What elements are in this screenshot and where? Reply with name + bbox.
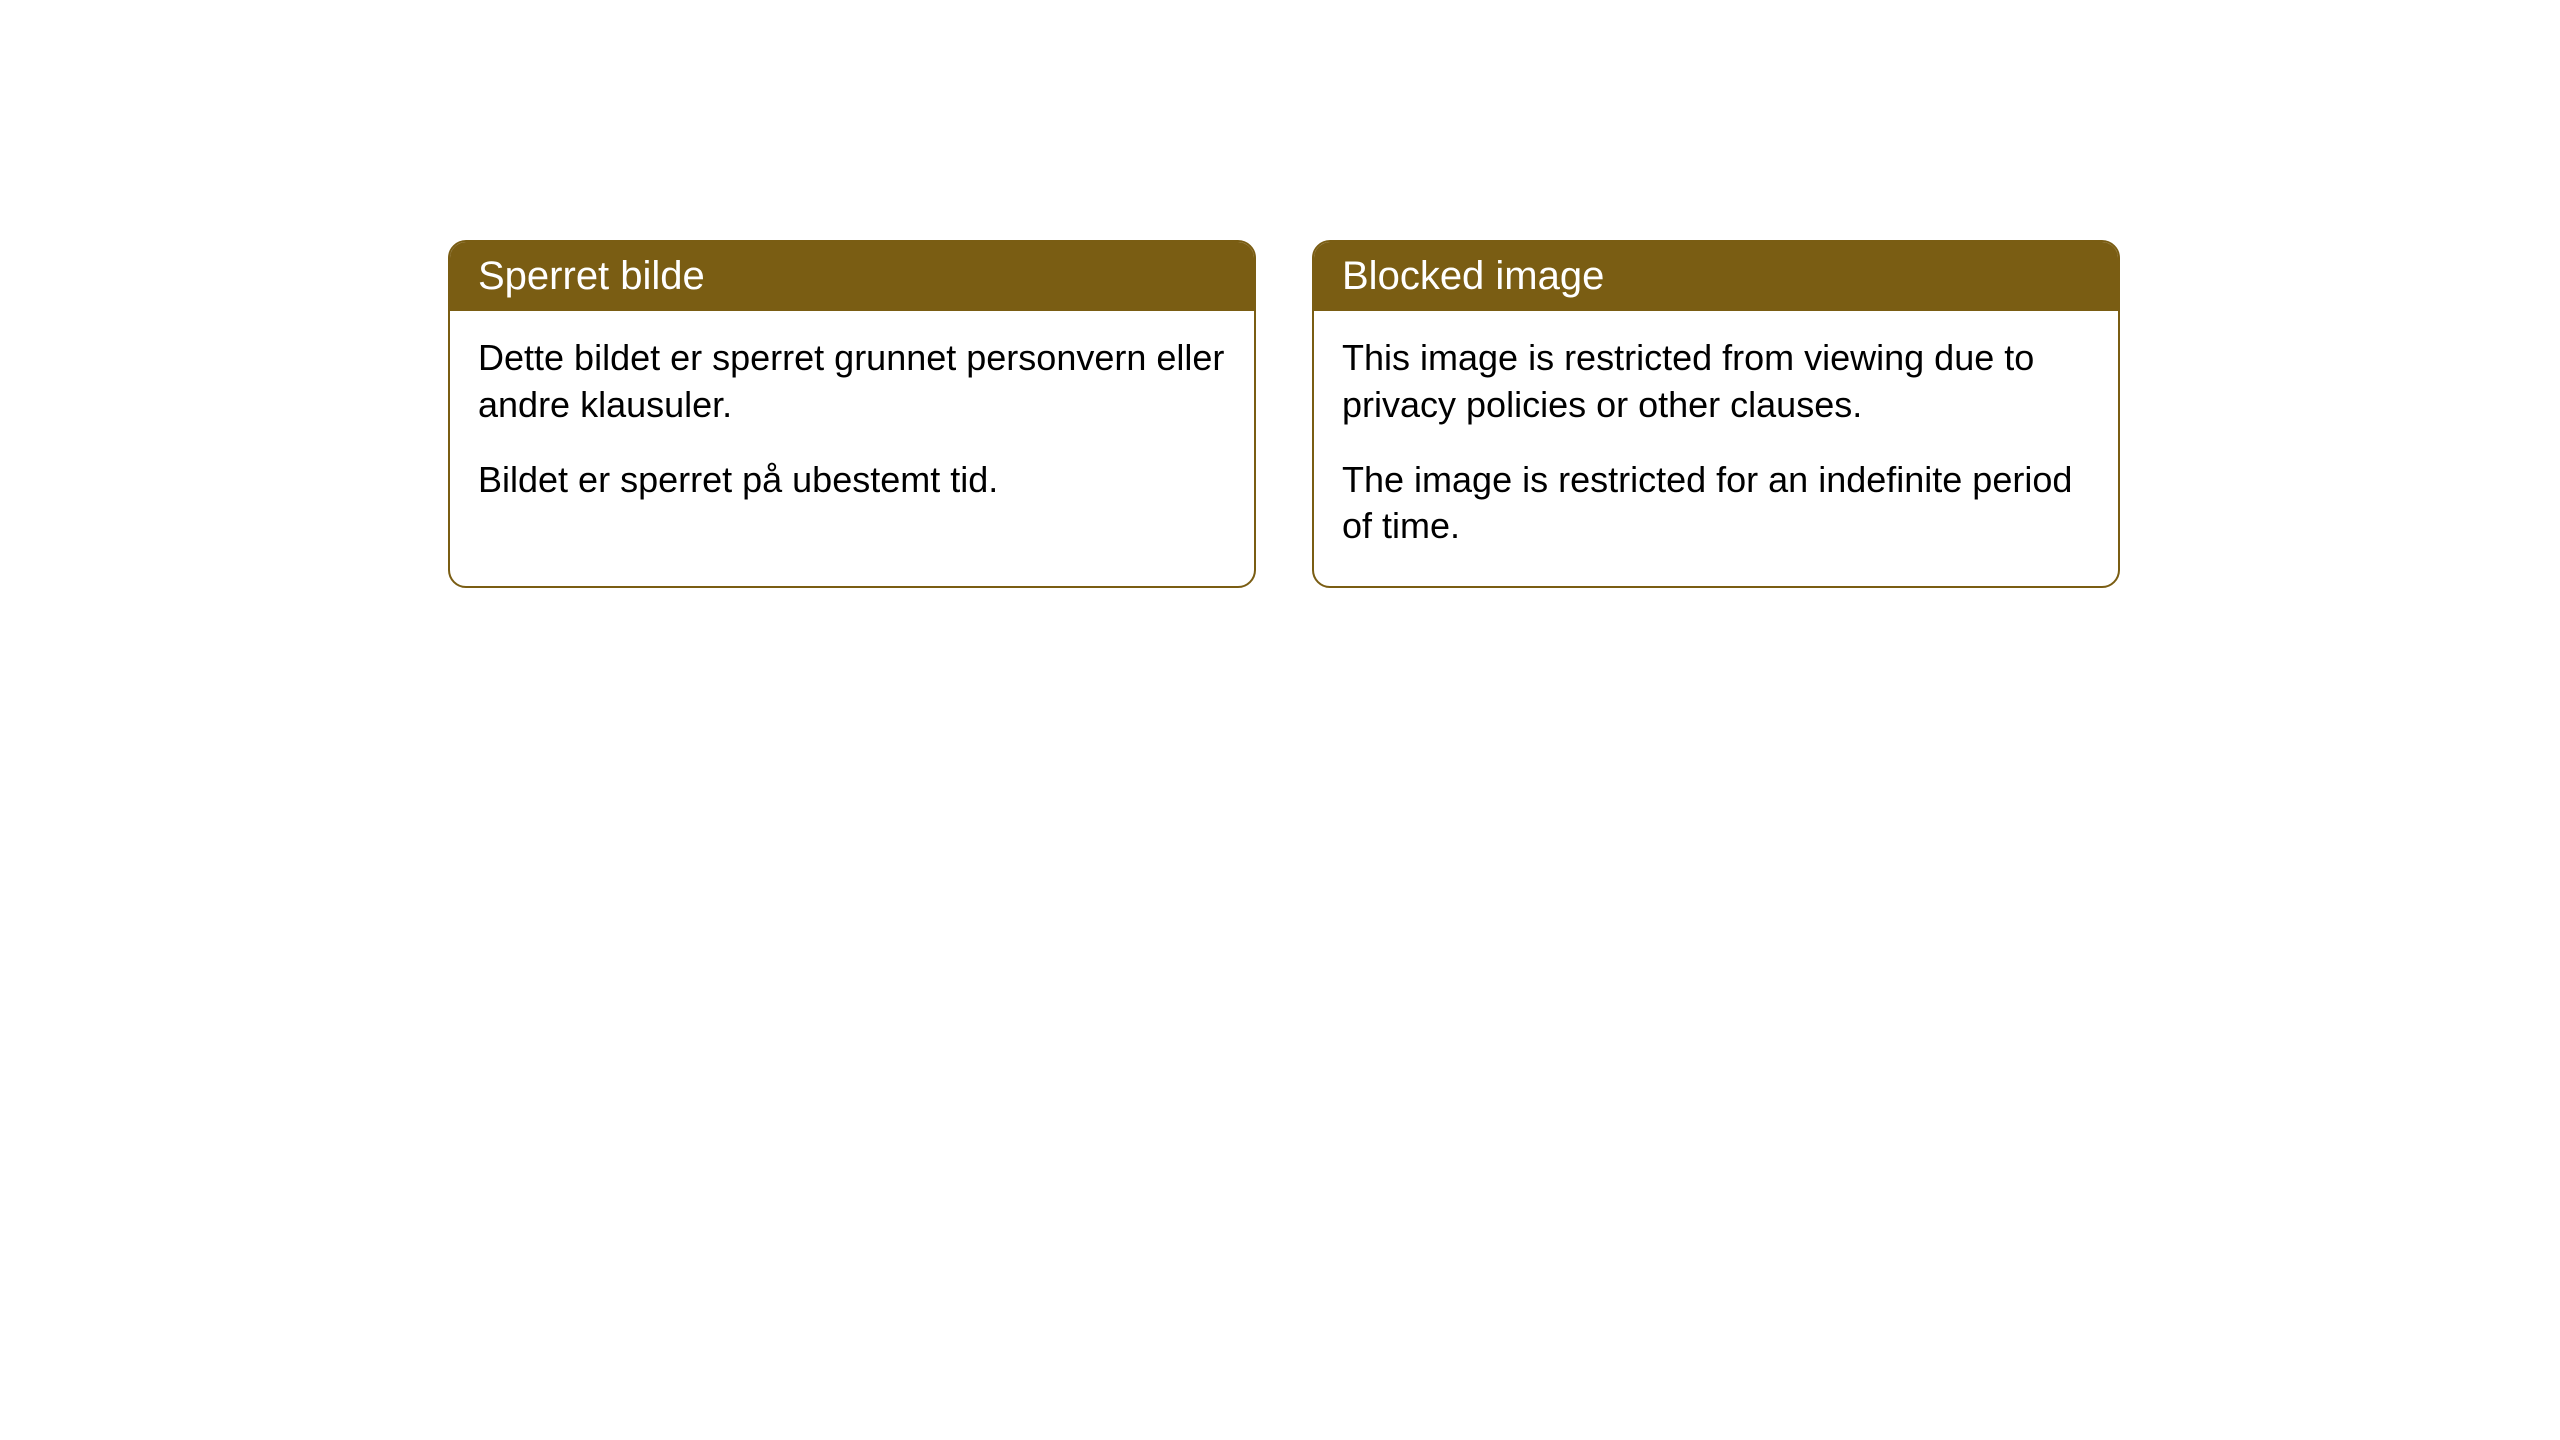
notice-header-norwegian: Sperret bilde xyxy=(450,242,1254,311)
notice-card-norwegian: Sperret bilde Dette bildet er sperret gr… xyxy=(448,240,1256,588)
notice-body-english: This image is restricted from viewing du… xyxy=(1314,311,2118,586)
notice-paragraph-1: Dette bildet er sperret grunnet personve… xyxy=(478,335,1226,429)
notice-paragraph-2: Bildet er sperret på ubestemt tid. xyxy=(478,457,1226,504)
notice-container: Sperret bilde Dette bildet er sperret gr… xyxy=(0,0,2560,588)
notice-body-norwegian: Dette bildet er sperret grunnet personve… xyxy=(450,311,1254,539)
notice-card-english: Blocked image This image is restricted f… xyxy=(1312,240,2120,588)
notice-title: Blocked image xyxy=(1342,254,1604,298)
notice-header-english: Blocked image xyxy=(1314,242,2118,311)
notice-title: Sperret bilde xyxy=(478,254,705,298)
notice-paragraph-2: The image is restricted for an indefinit… xyxy=(1342,457,2090,551)
notice-paragraph-1: This image is restricted from viewing du… xyxy=(1342,335,2090,429)
